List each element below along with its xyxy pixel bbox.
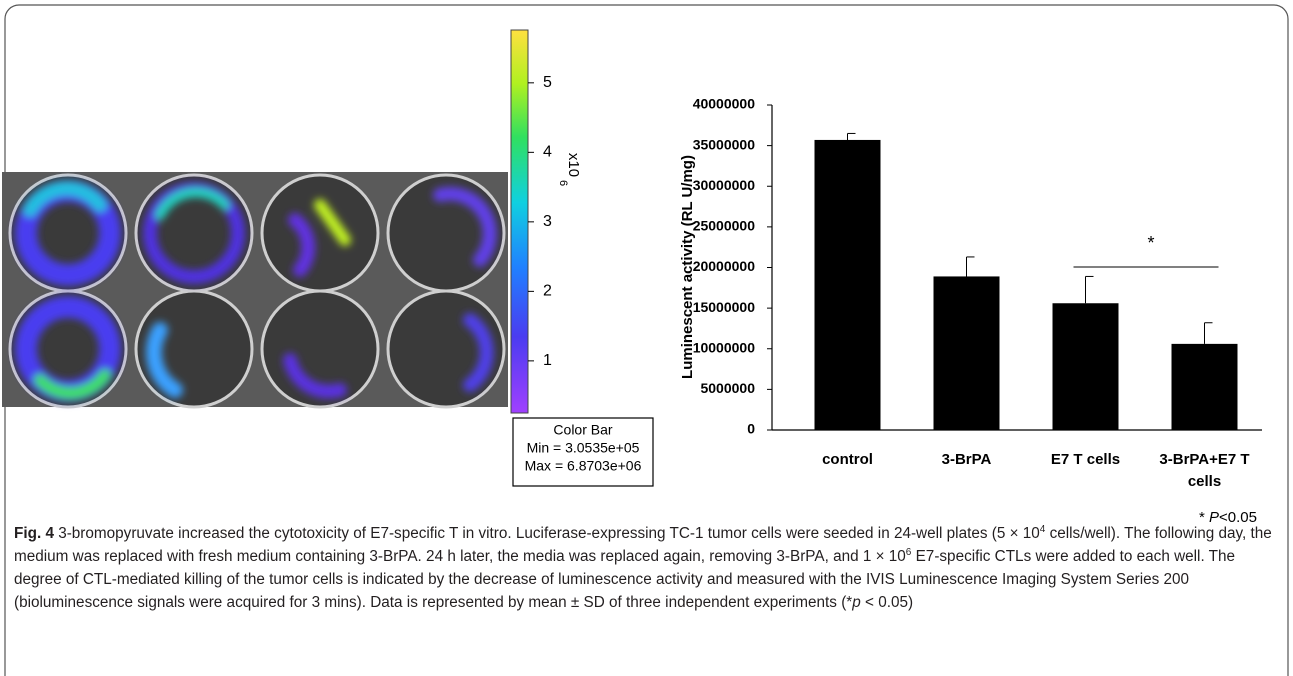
well-plate-image bbox=[2, 172, 508, 409]
footnote-star: * bbox=[1199, 509, 1210, 526]
bar bbox=[933, 276, 1000, 430]
y-axis-label: Luminescent activity (RL U/mg) bbox=[679, 155, 696, 379]
colorbar-tick-label: 2 bbox=[543, 283, 552, 300]
colorbar-tick-label: 4 bbox=[543, 144, 552, 161]
footnote-threshold: <0.05 bbox=[1219, 509, 1257, 526]
y-tick-label: 15000000 bbox=[693, 299, 756, 315]
footnote-p: P bbox=[1209, 509, 1220, 526]
footnote: * P<0.05 bbox=[1199, 509, 1257, 526]
x-tick-label: control bbox=[822, 451, 873, 468]
caption: Fig. 4 3-bromopyruvate increased the cyt… bbox=[14, 522, 1280, 614]
x-tick-label: E7 T cells bbox=[1050, 451, 1121, 468]
caption-sup: 6 bbox=[905, 546, 912, 558]
y-tick-label: 0 bbox=[747, 421, 755, 437]
y-tick-label: 35000000 bbox=[693, 136, 756, 152]
colorbar-tick-label: 5 bbox=[543, 74, 552, 91]
colorbar bbox=[510, 29, 529, 414]
colorbar-box-min: Min = 3.0535e+05 bbox=[527, 440, 640, 456]
caption-text: 3-bromopyruvate increased the cytotoxici… bbox=[53, 525, 1040, 542]
colorbar-exponent: 6 bbox=[557, 180, 569, 186]
colorbar-tick-label: 3 bbox=[543, 213, 552, 230]
y-tick-label: 40000000 bbox=[693, 96, 756, 112]
caption-sup: 4 bbox=[1039, 523, 1046, 535]
y-tick-label: 10000000 bbox=[693, 339, 756, 355]
bar bbox=[1171, 343, 1238, 430]
caption-text: cells/well). The following day, the medi… bbox=[14, 525, 1272, 565]
y-tick-label: 20000000 bbox=[693, 258, 756, 274]
colorbar-box bbox=[512, 417, 654, 487]
x-tick-label: 3-BrPA+E7 T cells bbox=[1159, 451, 1250, 490]
caption-text: < 0.05) bbox=[860, 594, 914, 611]
caption-italic: p bbox=[852, 594, 861, 611]
caption-label: Fig. 4 bbox=[14, 525, 54, 542]
colorbar-box-title: Color Bar bbox=[553, 422, 612, 438]
y-tick-label: 5000000 bbox=[700, 380, 755, 396]
y-tick-label: 30000000 bbox=[693, 177, 756, 193]
y-tick-label: 25000000 bbox=[693, 218, 756, 234]
significance-mark: * bbox=[1147, 233, 1154, 253]
caption-text: E7-specific CTLs were added to each well… bbox=[14, 548, 1236, 611]
bar bbox=[1052, 303, 1119, 430]
colorbar-box-max: Max = 6.8703e+06 bbox=[525, 458, 642, 474]
x-tick-label: 3-BrPA bbox=[941, 451, 992, 468]
bar bbox=[814, 139, 881, 430]
colorbar-tick-label: 1 bbox=[543, 352, 552, 369]
colorbar-unit: x10 bbox=[565, 153, 582, 177]
